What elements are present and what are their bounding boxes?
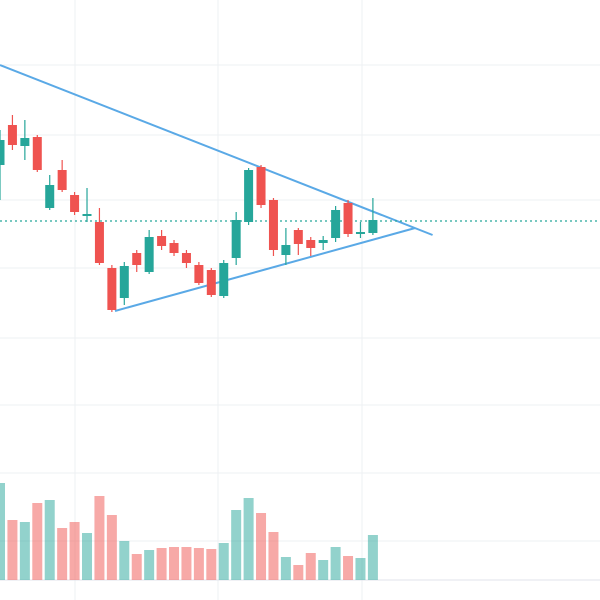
volume-bar [293,565,304,580]
volume-bar [19,522,30,580]
volume-bar [330,547,341,580]
volume-bar [181,547,192,580]
candle-body [281,245,291,255]
candle-body [256,167,266,205]
candle-body [268,200,278,250]
candle-body [244,170,254,222]
candle-body [293,230,303,244]
volume-bar [156,548,167,580]
candle-body [368,220,378,233]
volume-bar [119,541,130,580]
candle-body [306,240,316,248]
candle-body [206,270,216,295]
candle-body [32,137,42,170]
candle-body [94,222,104,263]
candle-body [82,214,92,216]
candle-body [331,210,341,238]
volume-bar [305,553,316,580]
volume-bar [268,532,279,580]
candle-body [219,263,229,296]
candle-body [343,203,353,234]
volume-bar [32,503,43,580]
volume-bar [94,496,105,580]
candle-body [194,265,204,283]
volume-bar [193,548,204,580]
volume-bar [231,510,242,580]
candle-body [144,237,154,272]
volume-bar [44,500,55,580]
candle-body [20,138,30,146]
candle-body [132,253,142,265]
candle-body [119,266,129,298]
volume-bar [69,522,80,580]
candle-body [107,268,117,310]
volume-bar [343,556,354,580]
candle-body [0,140,5,165]
volume-bar [7,520,18,580]
volume-bar [0,483,5,580]
volume-bar [367,535,378,580]
volume-bar [243,498,254,580]
volume-bar [144,550,155,580]
volume-bar [355,558,366,580]
candle-body [70,195,80,212]
candle-body [45,185,55,208]
volume-bar [106,515,117,580]
volume-bar [57,528,68,580]
volume-bar [82,533,93,580]
candle-body [169,243,179,253]
candle-body [57,170,67,190]
candle-body [7,125,17,145]
volume-bar [318,560,329,580]
volume-bar [256,513,267,580]
candle-body [318,240,328,243]
volume-bar [169,547,180,580]
volume-bar [218,543,229,580]
candle-body [181,253,191,263]
candle-body [231,220,241,258]
trendline [114,227,416,312]
volume-bar [206,549,217,580]
candle-body [355,232,365,234]
volume-bar [280,557,291,580]
trendline [0,64,433,236]
candle-body [157,236,167,246]
volume-bar [131,554,142,580]
